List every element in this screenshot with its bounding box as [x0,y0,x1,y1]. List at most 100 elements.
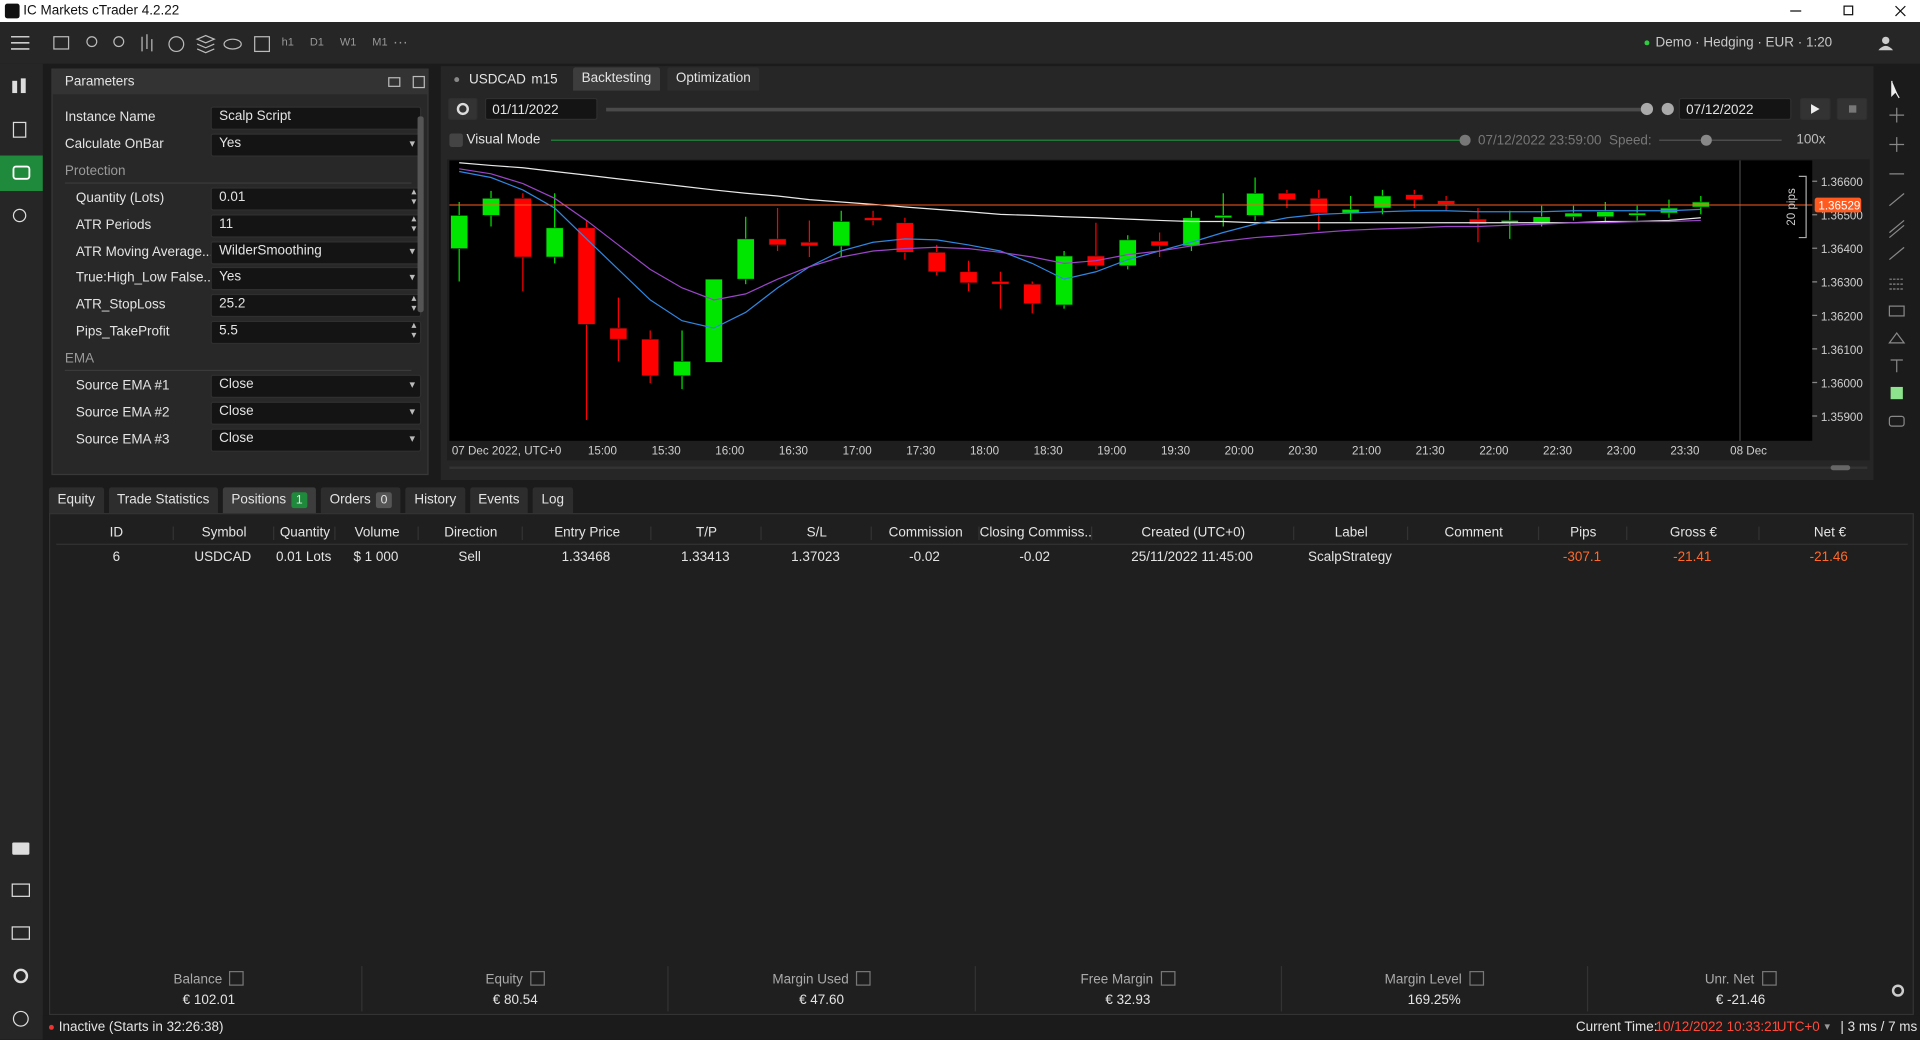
more-button[interactable]: ··· [393,33,408,51]
tool-icon[interactable] [223,38,242,50]
parameter-value[interactable]: 0.01 [210,187,422,212]
parameter-value[interactable]: 5.5 [210,320,422,344]
info-icon[interactable] [530,971,545,986]
column-header[interactable]: Volume [334,526,418,541]
pointer-tool[interactable] [1891,80,1900,99]
column-header[interactable]: T/P [650,526,761,541]
speed-knob[interactable] [1700,134,1712,146]
position-row[interactable]: 6 USDCAD 0.01 Lots $ 1 000 Sell 1.33468 1.3341… [56,546,1907,570]
play-button[interactable] [1800,97,1831,121]
automate-active[interactable] [0,155,43,192]
parameter-value[interactable]: Scalp Script [210,106,422,131]
tool-icon[interactable] [53,36,70,50]
timeframe-button[interactable]: M1 [372,35,388,48]
column-header[interactable]: Label [1293,526,1408,541]
bottom-tab[interactable]: Equity [48,487,104,514]
slider-knob[interactable] [1661,102,1674,116]
window-controls[interactable] [1788,0,1920,22]
x-scrollbar[interactable] [449,466,1868,469]
column-header[interactable]: ID [109,526,124,541]
optimization-tab[interactable]: Optimization [667,67,760,91]
timezone-arrow[interactable]: ▾ [1824,1020,1831,1033]
info-icon[interactable] [229,971,245,986]
column-header[interactable]: Commission [870,526,980,541]
menu-button[interactable] [10,34,32,51]
x-scroll-thumb[interactable] [1830,465,1851,471]
shape-tool[interactable] [1888,332,1906,344]
info-icon[interactable] [856,971,871,986]
column-header[interactable]: Quantity [273,526,335,541]
backtesting-tab[interactable]: Backtesting [573,67,660,91]
timeframe-button[interactable]: W1 [339,35,357,48]
info-icon[interactable] [1469,971,1484,986]
snapshot-tool[interactable] [1888,415,1905,427]
column-header[interactable]: Entry Price [521,526,652,541]
tool-icon[interactable] [141,34,153,52]
help-icon[interactable] [12,1010,29,1027]
timeframe-button[interactable]: h1 [281,35,294,48]
ray-tool[interactable] [1888,246,1905,261]
trend-tool[interactable] [1888,192,1905,207]
parameter-value[interactable]: Close [210,401,422,425]
timezone[interactable]: UTC+0 [1776,1020,1820,1035]
slider-knob[interactable] [1640,102,1654,116]
trade-icon[interactable] [12,80,18,94]
panel-button[interactable] [388,77,401,87]
parameter-value[interactable]: 11 [210,214,422,238]
column-header[interactable]: Pips [1537,526,1627,541]
analyze-icon[interactable] [12,208,27,223]
bottom-tab[interactable]: History [405,487,465,514]
panel-button[interactable] [412,75,425,89]
column-header[interactable]: Created (UTC+0) [1091,526,1294,541]
tool-icon[interactable] [254,36,271,53]
info-icon[interactable] [1761,971,1777,986]
visual-mode-checkbox[interactable] [449,133,463,147]
rect-tool[interactable] [1888,305,1905,317]
date-range-slider[interactable] [606,107,1647,112]
wallet-icon[interactable] [11,926,31,940]
fib-tool[interactable] [1889,278,1905,290]
bottom-tab[interactable]: Events [469,487,529,514]
settings-icon[interactable] [13,968,29,984]
column-header[interactable]: Comment [1406,526,1539,541]
tool-icon[interactable] [113,36,125,48]
start-date[interactable]: 01/11/2022 [484,97,598,121]
user-button[interactable] [1876,34,1900,54]
copy-icon[interactable] [12,121,27,138]
parameter-value[interactable]: Close [210,374,422,399]
info-icon[interactable] [1160,971,1176,986]
end-date[interactable]: 07/12/2022 [1678,97,1792,121]
settings-button[interactable] [448,97,478,121]
tool-icon[interactable] [86,36,98,48]
column-header[interactable]: S/L [760,526,871,541]
close[interactable] [1895,5,1906,17]
parameter-value[interactable]: WilderSmoothing [210,240,422,265]
chart-tools[interactable] [49,32,282,56]
measure-tool[interactable] [1889,137,1905,152]
stop-button[interactable] [1836,97,1868,121]
parameter-value[interactable]: 25.2 [210,294,422,318]
parameter-value[interactable]: Close [210,428,422,452]
column-header[interactable]: Symbol [172,526,275,541]
tool-icon[interactable] [168,36,185,53]
restore[interactable] [1843,5,1854,16]
bottom-tab[interactable]: Trade Statistics [108,487,218,514]
column-header[interactable]: Closing Commiss... [978,526,1093,541]
summary-settings[interactable] [1887,980,1909,1002]
account-info[interactable]: Demo · Hedging · EUR · 1:20 [1655,35,1833,51]
column-header[interactable]: Direction [417,526,523,541]
scrollbar[interactable] [417,116,424,313]
bottom-tab[interactable]: Orders 0 [321,487,401,514]
parameter-value[interactable]: Yes [210,267,422,291]
bottom-tab[interactable]: Positions 1 [222,487,317,514]
speed-slider[interactable] [1659,139,1782,141]
crosshair-tool[interactable] [1889,107,1905,123]
column-header[interactable]: Gross € [1626,526,1759,541]
column-header[interactable]: Net € [1758,526,1900,541]
progress-knob[interactable] [1459,134,1471,146]
store-icon[interactable] [11,883,31,897]
timeframe-button[interactable]: D1 [309,35,324,48]
briefcase-icon[interactable] [12,842,30,855]
bottom-tab[interactable]: Log [532,487,573,514]
parameter-value[interactable]: Yes [210,133,422,157]
